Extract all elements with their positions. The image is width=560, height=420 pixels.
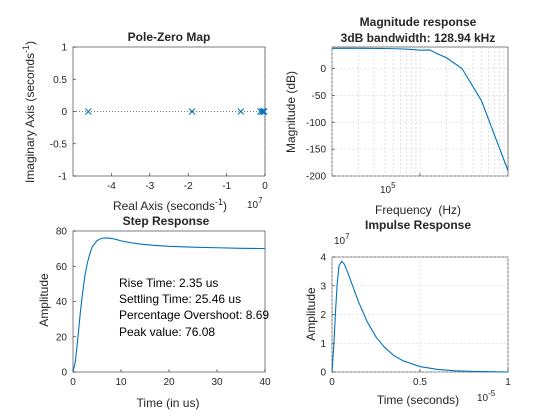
magnitude-x-tick-base: 10 [380,185,392,196]
impulse-y-tick-label: 2 [320,310,326,321]
impulse-x-axis-label: Time (seconds) [377,393,459,407]
pole-zero-title: Pole-Zero Map [128,30,211,44]
pole-marker [260,108,267,115]
pole-zero-x-exponent-base: 10 [247,200,259,211]
pole-zero-x-tick-label: -3 [145,181,154,192]
impulse-y-tick-label: 1 [320,339,326,350]
pole-zero-y-tick-label: -0.5 [50,139,68,150]
pole-zero-zero-line [73,47,266,176]
pole-zero-x-exponent-power: 7 [258,196,263,205]
pole-zero-y-axis-label: Imaginary Axis (seconds-1) [21,41,37,183]
impulse-y-axis-label: Amplitude [304,287,318,341]
step-y-tick-label: 40 [56,297,68,308]
step-y-tick-label: 60 [56,262,68,273]
magnitude-y-axis-label: Magnitude (dB) [284,71,298,153]
impulse-title: Impulse Response [365,218,471,232]
magnitude-x-tick-exp: 5 [391,181,396,190]
pole-zero-y-tick-labels: -1 -0.5 0 0.5 1 [50,43,76,183]
pole-zero-y-axis-label-text: Imaginary Axis (seconds [23,53,37,183]
step-x-axis-label: Time (in us) [137,396,200,410]
step-x-tick-label: 10 [115,377,127,388]
pole-marker [258,108,266,115]
step-x-tick-label: 0 [70,377,76,388]
pole-zero-y-tick-label: 1 [61,43,67,54]
impulse-y-exponent-power: 7 [345,232,350,241]
step-y-tick-label: 0 [61,368,67,379]
pole-zero-y-tick-label: -1 [58,172,67,183]
impulse-x-exponent: 10-5 [477,389,496,404]
impulse-x-exponent-base: 10 [477,393,489,404]
magnitude-y-tick-label: -150 [306,145,326,156]
pole-zero-x-tick-label: 0 [262,181,268,192]
pole-zero-x-tick-labels: -4 -3 -2 -1 0 [107,173,268,192]
step-overshoot-annotation: Percentage Overshoot: 8.69 [119,308,269,322]
step-y-axis-label: Amplitude [37,273,51,327]
magnitude-title: Magnitude response [360,15,477,29]
impulse-y-tick-labels: 0 1 2 3 4 [320,253,335,379]
impulse-x-tick-label: 0 [329,377,335,388]
step-settling-time-annotation: Settling Time: 25.46 us [119,292,241,306]
pole-zero-y-tick-label: 0.5 [53,75,67,86]
impulse-y-exponent: 107 [334,232,350,247]
pole-zero-x-axis-label-sup: -1 [215,197,223,207]
magnitude-y-tick-labels: -200 -150 -100 -50 0 [306,64,335,183]
impulse-y-tick-label: 0 [320,368,326,379]
step-y-tick-label: 20 [56,332,68,343]
step-peak-value-annotation: Peak value: 76.08 [119,325,215,339]
pole-zero-map-panel: -1 -0.5 0 0.5 1 -4 -3 -2 -1 0 Pole-Zero Map Real… [21,30,268,213]
pole-zero-x-axis-label: Real Axis (seconds-1) [113,197,227,213]
pole-marker [260,108,268,115]
step-response-curve [72,237,266,373]
pole-zero-x-tick-label: -1 [222,181,231,192]
step-x-tick-label: 20 [163,377,175,388]
impulse-x-tick-label: 1 [505,377,511,388]
step-response-panel: 0 20 40 60 80 0 10 20 30 40 Rise Time: 2.35 us S… [37,214,271,410]
magnitude-response-panel: -200-150-100-500 105 Magnitude response … [284,15,509,217]
step-title: Step Response [123,214,210,228]
pole-zero-x-axis-label-text: Real Axis (seconds [113,199,215,213]
impulse-y-exponent-base: 10 [334,236,346,247]
pole-marker [85,108,92,115]
impulse-y-tick-label: 4 [320,253,326,264]
impulse-y-tick-label: 3 [320,281,326,292]
magnitude-y-tick-label: 0 [320,64,326,75]
pole-marker [188,108,196,115]
step-x-tick-label: 30 [211,377,223,388]
pole-zero-x-tick-label: -2 [184,181,193,192]
impulse-response-curve [331,260,509,373]
pole-zero-x-tick-label: -4 [107,181,116,192]
step-x-tick-label: 40 [259,377,271,388]
magnitude-curve [331,47,509,171]
magnitude-subtitle: 3dB bandwidth: 128.94 kHz [341,31,496,45]
magnitude-x-tick-label: 105 [380,181,396,196]
magnitude-y-tick-label: -100 [306,118,326,129]
pole-marker [237,108,245,115]
pole-zero-y-axis-label-sup: -1 [21,45,31,53]
magnitude-y-tick-label: -50 [312,91,327,102]
pole-zero-x-exponent: 107 [247,196,263,211]
impulse-x-exponent-power: -5 [488,389,496,398]
step-y-tick-labels: 0 20 40 60 80 [56,227,76,379]
impulse-x-tick-label: 0.5 [413,377,427,388]
step-axes-frame [72,230,266,373]
magnitude-y-tick-label: -200 [306,172,326,183]
step-x-tick-labels: 0 10 20 30 40 [70,369,271,388]
step-y-tick-label: 80 [56,227,68,238]
magnitude-x-axis-label: Frequency (Hz) [375,203,461,217]
pole-zero-markers [85,108,268,115]
step-rise-time-annotation: Rise Time: 2.35 us [119,276,218,290]
pole-zero-y-tick-label: 0 [61,107,67,118]
